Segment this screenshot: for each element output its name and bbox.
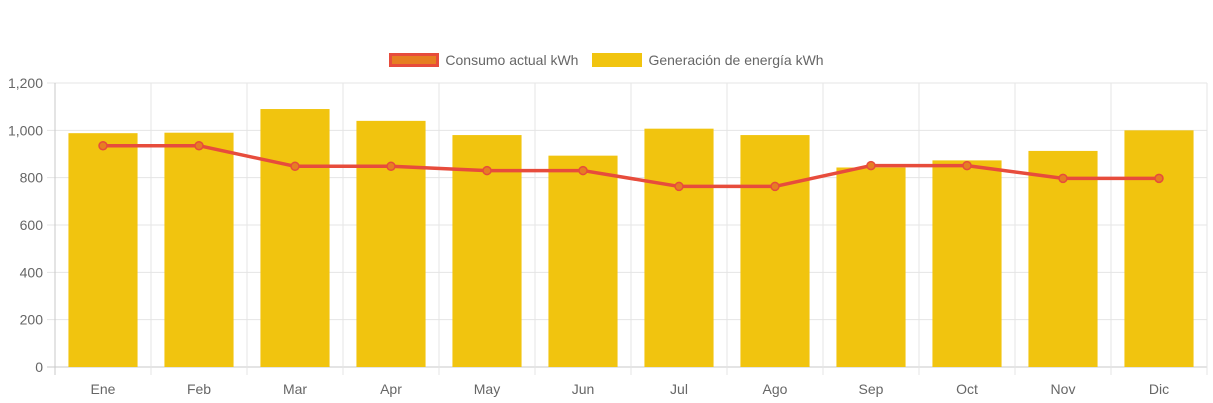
x-tick-label: Ago [763, 381, 788, 397]
bar-generacion-apr [356, 120, 426, 367]
point-consumo-sep [866, 160, 876, 171]
legend-item-generacion[interactable]: Generación de energía kWh [592, 52, 824, 68]
bar-generacion-dic [1124, 130, 1194, 367]
x-tick-label: Nov [1051, 381, 1076, 397]
point-consumo-ene [98, 140, 108, 151]
point-consumo-jun [578, 165, 588, 176]
point-consumo-mar [290, 161, 300, 172]
legend-swatch-generacion [592, 53, 643, 67]
legend-label-generacion: Generación de energía kWh [648, 52, 824, 68]
x-tick-label: Dic [1149, 381, 1169, 397]
bar-generacion-mar [260, 109, 330, 368]
point-consumo-nov [1058, 173, 1068, 184]
point-consumo-feb [194, 140, 204, 151]
chart-legend: Consumo actual kWh Generación de energía… [0, 52, 1213, 68]
x-tick-label: Oct [956, 381, 978, 397]
x-tick-label: Feb [187, 381, 211, 397]
x-tick-label: Sep [859, 381, 884, 397]
x-tick-label: May [474, 381, 500, 397]
bar-generacion-jun [548, 155, 618, 367]
bar-generacion-sep [836, 167, 906, 367]
point-consumo-oct [962, 160, 972, 171]
bar-generacion-ago [740, 135, 810, 367]
legend-label-consumo: Consumo actual kWh [445, 52, 579, 68]
point-consumo-jul [674, 181, 684, 192]
y-tick-label: 400 [20, 264, 44, 280]
y-tick-label: 600 [20, 217, 44, 233]
point-consumo-ago [770, 181, 780, 192]
x-tick-label: Jun [572, 381, 595, 397]
y-tick-label: 0 [35, 359, 43, 375]
bar-generacion-nov [1028, 150, 1098, 367]
x-tick-label: Ene [91, 381, 116, 397]
point-consumo-may [482, 165, 492, 176]
bar-generacion-feb [164, 132, 234, 367]
bar-generacion-oct [932, 160, 1002, 367]
y-tick-label: 1,000 [8, 122, 43, 138]
bar-generacion-ene [68, 133, 138, 367]
x-tick-label: Jul [670, 381, 688, 397]
bar-generacion-jul [644, 128, 714, 367]
x-tick-label: Mar [283, 381, 307, 397]
legend-swatch-consumo [389, 53, 440, 67]
point-consumo-apr [386, 161, 396, 172]
y-tick-label: 800 [20, 170, 44, 186]
y-tick-label: 200 [20, 312, 44, 328]
legend-item-consumo[interactable]: Consumo actual kWh [389, 52, 578, 68]
point-consumo-dic [1154, 173, 1164, 184]
x-tick-label: Apr [380, 381, 402, 397]
y-tick-label: 1,200 [8, 75, 43, 91]
line-consumo [103, 143, 1159, 189]
